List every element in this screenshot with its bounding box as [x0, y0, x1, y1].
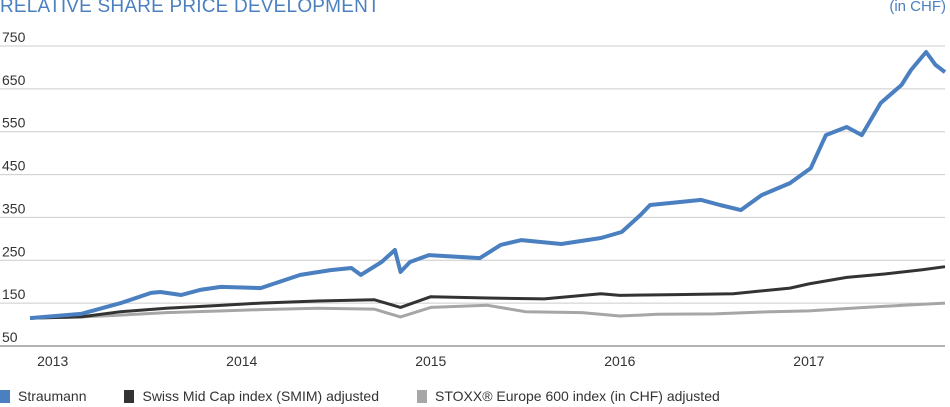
y-tick-label: 250: [2, 243, 26, 259]
y-tick-label: 50: [2, 329, 18, 345]
series-line-1: [29, 265, 946, 320]
y-tick-label: 550: [2, 115, 26, 131]
legend-item: Straumann: [0, 388, 86, 404]
legend-swatch: [417, 389, 428, 403]
series-line-2: [29, 301, 946, 320]
x-tick-label: 2016: [604, 353, 635, 369]
x-tick-label: 2013: [37, 353, 68, 369]
y-tick-label: 750: [2, 29, 26, 45]
chart-unit: (in CHF): [889, 0, 946, 15]
legend-item: Swiss Mid Cap index (SMIM) adjusted: [124, 388, 379, 404]
x-tick-label: 2014: [226, 353, 257, 369]
y-tick-label: 150: [2, 286, 26, 302]
y-tick-label: 350: [2, 200, 26, 216]
line-chart: 750 650 550 450 350 250 150 50 2013 2014 2015 2016 2…: [0, 29, 947, 369]
legend: Straumann Swiss Mid Cap index (SMIM) adju…: [0, 388, 758, 404]
legend-swatch: [124, 389, 135, 403]
legend-swatch: [0, 389, 10, 403]
legend-label: STOXX® Europe 600 index (in CHF) adjuste…: [435, 388, 720, 404]
x-tick-label: 2015: [415, 353, 446, 369]
x-tick-label: 2017: [793, 353, 824, 369]
y-tick-label: 450: [2, 158, 26, 174]
legend-label: Swiss Mid Cap index (SMIM) adjusted: [142, 388, 380, 404]
legend-label: Straumann: [18, 388, 87, 404]
legend-item: STOXX® Europe 600 index (in CHF) adjuste…: [417, 388, 720, 404]
series-line-0: [29, 50, 947, 321]
y-tick-label: 650: [2, 72, 26, 88]
chart-title: RELATIVE SHARE PRICE DEVELOPMENT: [0, 0, 380, 17]
